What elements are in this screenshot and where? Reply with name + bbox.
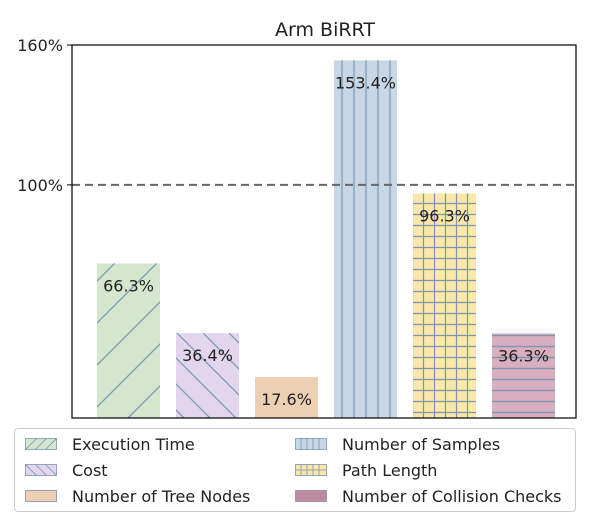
chart-title: Arm BiRRT — [275, 19, 375, 41]
legend-item-execution-time: Execution Time — [15, 431, 285, 457]
bar-path-length — [413, 193, 476, 418]
legend-item-number-of-collision-checks: Number of Collision Checks — [285, 483, 575, 509]
legend-swatch-number-of-samples — [295, 438, 327, 450]
value-label-number-of-tree-nodes: 17.6% — [261, 390, 312, 409]
legend-label-cost: Cost — [72, 460, 108, 480]
legend-label-number-of-samples: Number of Samples — [342, 434, 501, 454]
y-tick-label: 100% — [17, 176, 63, 195]
bar-number-of-collision-checks — [492, 333, 555, 418]
bar-execution-time — [97, 263, 160, 418]
legend-swatch-path-length — [295, 464, 327, 476]
legend-item-number-of-samples: Number of Samples — [285, 431, 575, 457]
bar-cost — [176, 333, 239, 418]
plot-area-frame — [71, 44, 577, 419]
legend-item-path-length: Path Length — [285, 457, 575, 483]
value-label-cost: 36.4% — [182, 346, 233, 365]
legend-item-number-of-tree-nodes: Number of Tree Nodes — [15, 483, 285, 509]
legend-label-execution-time: Execution Time — [72, 434, 195, 454]
legend-label-path-length: Path Length — [342, 460, 438, 480]
legend-item-cost: Cost — [15, 457, 285, 483]
value-label-execution-time: 66.3% — [103, 276, 154, 295]
bar-chart: Arm BiRRT 66.3% 36.4% 17.6% 153.4% 96.3% 36.3… — [17, 19, 577, 419]
legend-swatch-execution-time — [25, 438, 57, 450]
y-tick-label: 160% — [17, 36, 63, 55]
legend-swatch-cost — [25, 464, 57, 476]
value-label-path-length: 96.3% — [419, 207, 470, 226]
bar-number-of-tree-nodes — [255, 376, 318, 418]
legend-swatch-number-of-tree-nodes — [25, 490, 57, 502]
legend-label-number-of-collision-checks: Number of Collision Checks — [342, 486, 562, 506]
value-label-number-of-collision-checks: 36.3% — [498, 346, 549, 365]
legend-swatch-number-of-collision-checks — [295, 490, 327, 502]
value-label-number-of-samples: 153.4% — [335, 73, 396, 92]
legend: Execution Time Number of Samples Cost Path … — [14, 428, 576, 512]
legend-label-number-of-tree-nodes: Number of Tree Nodes — [72, 486, 251, 506]
bar-number-of-samples — [334, 60, 397, 418]
